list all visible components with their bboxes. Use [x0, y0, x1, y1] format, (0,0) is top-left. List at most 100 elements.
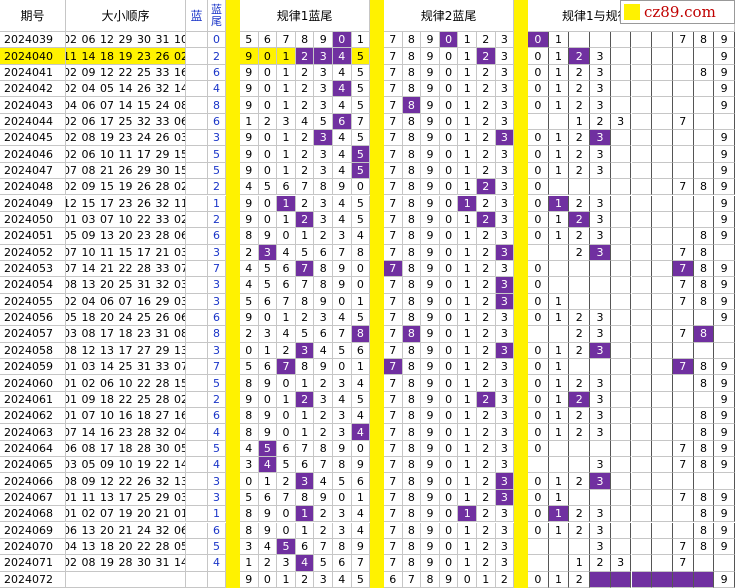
rule2-cell[interactable]: 8 — [402, 473, 422, 490]
rule2-cell[interactable]: 2 — [477, 359, 496, 376]
rule1-cell[interactable]: 3 — [333, 408, 352, 425]
rule1-cell[interactable]: 8 — [240, 375, 259, 392]
blue-tail-cell[interactable]: 6 — [208, 228, 226, 245]
rule1-cell[interactable]: 3 — [314, 81, 333, 98]
combined-cell[interactable]: 8 — [693, 326, 715, 343]
rule1-cell[interactable]: 1 — [277, 162, 296, 180]
combined-cell[interactable]: 1 — [569, 113, 591, 131]
blue-tail-cell[interactable]: 5 — [208, 162, 226, 180]
combined-cell[interactable] — [548, 457, 570, 474]
blue-tail-cell[interactable]: 6 — [208, 64, 226, 82]
combined-cell[interactable]: 9 — [714, 506, 735, 523]
rule1-cell[interactable]: 0 — [258, 162, 278, 180]
rule1-cell[interactable]: 7 — [277, 293, 296, 310]
header-blue-tail[interactable]: 蓝尾 — [208, 0, 226, 32]
rule2-cell[interactable]: 2 — [477, 228, 496, 245]
combined-cell[interactable]: 9 — [714, 440, 735, 458]
combined-cell[interactable]: 9 — [714, 408, 735, 425]
combined-cell[interactable]: 0 — [528, 130, 549, 147]
combined-cell[interactable]: 7 — [672, 489, 694, 507]
combined-cell[interactable]: 9 — [714, 162, 735, 180]
blue-tail-cell[interactable]: 8 — [208, 97, 226, 114]
combined-cell[interactable] — [714, 326, 735, 343]
combined-cell[interactable]: 9 — [714, 293, 735, 310]
rule1-cell[interactable]: 6 — [333, 555, 352, 572]
rule1-cell[interactable]: 3 — [295, 342, 315, 359]
rule2-cell[interactable]: 7 — [384, 130, 403, 147]
period-cell[interactable]: 2024043 — [0, 97, 66, 114]
rule2-cell[interactable]: 9 — [421, 440, 440, 458]
rule1-cell[interactable]: 1 — [277, 391, 296, 409]
combined-cell[interactable]: 0 — [528, 146, 549, 163]
rule1-cell[interactable]: 2 — [314, 424, 333, 441]
sorted-numbers-cell[interactable]: 02 04 05 14 26 32 14 — [66, 81, 186, 98]
rule1-cell[interactable]: 9 — [258, 424, 278, 441]
rule2-cell[interactable]: 1 — [458, 179, 477, 196]
combined-cell[interactable]: 2 — [569, 64, 591, 82]
rule2-cell[interactable]: 1 — [458, 64, 477, 82]
sorted-numbers-cell[interactable]: 01 02 07 19 20 21 01 — [66, 506, 186, 523]
rule1-cell[interactable]: 3 — [314, 195, 333, 212]
rule2-cell[interactable]: 7 — [384, 211, 403, 229]
rule1-cell[interactable]: 1 — [277, 146, 296, 163]
combined-cell[interactable]: 2 — [569, 211, 591, 229]
combined-cell[interactable]: 9 — [714, 48, 735, 65]
rule2-cell[interactable]: 3 — [495, 522, 515, 539]
blue-spacer-cell[interactable] — [186, 48, 208, 65]
rule2-cell[interactable]: 0 — [439, 162, 459, 180]
rule2-cell[interactable]: 1 — [458, 162, 477, 180]
rule2-cell[interactable]: 9 — [421, 64, 440, 82]
rule2-cell[interactable]: 3 — [495, 391, 515, 409]
rule1-cell[interactable]: 1 — [277, 195, 296, 212]
rule2-cell[interactable]: 2 — [477, 32, 496, 49]
rule2-cell[interactable]: 1 — [458, 309, 477, 327]
blue-tail-cell[interactable]: 3 — [208, 342, 226, 359]
sorted-numbers-cell[interactable]: 02 08 19 28 30 31 14 — [66, 555, 186, 572]
blue-tail-cell[interactable]: 3 — [208, 473, 226, 490]
combined-cell[interactable]: 0 — [528, 48, 549, 65]
rule2-cell[interactable]: 3 — [495, 326, 515, 343]
rule2-cell[interactable]: 8 — [402, 146, 422, 163]
combined-cell[interactable]: 3 — [610, 113, 632, 131]
combined-cell[interactable] — [693, 555, 715, 572]
rule2-cell[interactable]: 0 — [439, 555, 459, 572]
rule2-cell[interactable]: 3 — [495, 293, 515, 310]
combined-cell[interactable] — [610, 244, 632, 261]
combined-cell[interactable]: 8 — [693, 293, 715, 310]
combined-cell[interactable] — [590, 179, 611, 196]
combined-cell[interactable] — [652, 277, 673, 294]
rule1-cell[interactable]: 5 — [351, 195, 371, 212]
rule1-cell[interactable]: 5 — [258, 440, 278, 458]
combined-cell[interactable] — [590, 359, 611, 376]
rule1-cell[interactable]: 6 — [277, 260, 296, 278]
rule2-cell[interactable]: 3 — [495, 538, 515, 556]
rule1-cell[interactable]: 9 — [314, 359, 333, 376]
rule1-cell[interactable]: 3 — [333, 506, 352, 523]
rule1-cell[interactable]: 3 — [277, 555, 296, 572]
rule2-cell[interactable]: 3 — [495, 506, 515, 523]
rule2-cell[interactable]: 7 — [384, 179, 403, 196]
combined-cell[interactable] — [610, 522, 632, 539]
rule2-cell[interactable]: 7 — [384, 457, 403, 474]
combined-cell[interactable] — [569, 489, 591, 507]
rule1-cell[interactable]: 5 — [277, 538, 296, 556]
rule1-cell[interactable]: 1 — [295, 506, 315, 523]
sorted-numbers-cell[interactable]: 06 13 20 21 24 32 06 — [66, 522, 186, 539]
combined-cell[interactable] — [672, 195, 694, 212]
combined-cell[interactable]: 1 — [548, 571, 570, 588]
rule1-cell[interactable]: 4 — [240, 277, 259, 294]
rule2-cell[interactable]: 2 — [477, 113, 496, 131]
combined-cell[interactable]: 2 — [569, 162, 591, 180]
period-cell[interactable]: 2024049 — [0, 195, 66, 212]
rule1-cell[interactable]: 8 — [333, 457, 352, 474]
combined-cell[interactable] — [672, 228, 694, 245]
blue-spacer-cell[interactable] — [186, 130, 208, 147]
rule2-cell[interactable]: 2 — [477, 506, 496, 523]
sorted-numbers-cell[interactable]: 08 09 12 22 26 32 13 — [66, 473, 186, 490]
combined-cell[interactable]: 9 — [714, 64, 735, 82]
rule2-cell[interactable]: 1 — [458, 48, 477, 65]
sorted-numbers-cell[interactable]: 01 02 06 10 22 28 15 — [66, 375, 186, 392]
rule1-cell[interactable]: 9 — [314, 489, 333, 507]
combined-cell[interactable] — [672, 571, 694, 588]
rule2-cell[interactable]: 2 — [477, 489, 496, 507]
